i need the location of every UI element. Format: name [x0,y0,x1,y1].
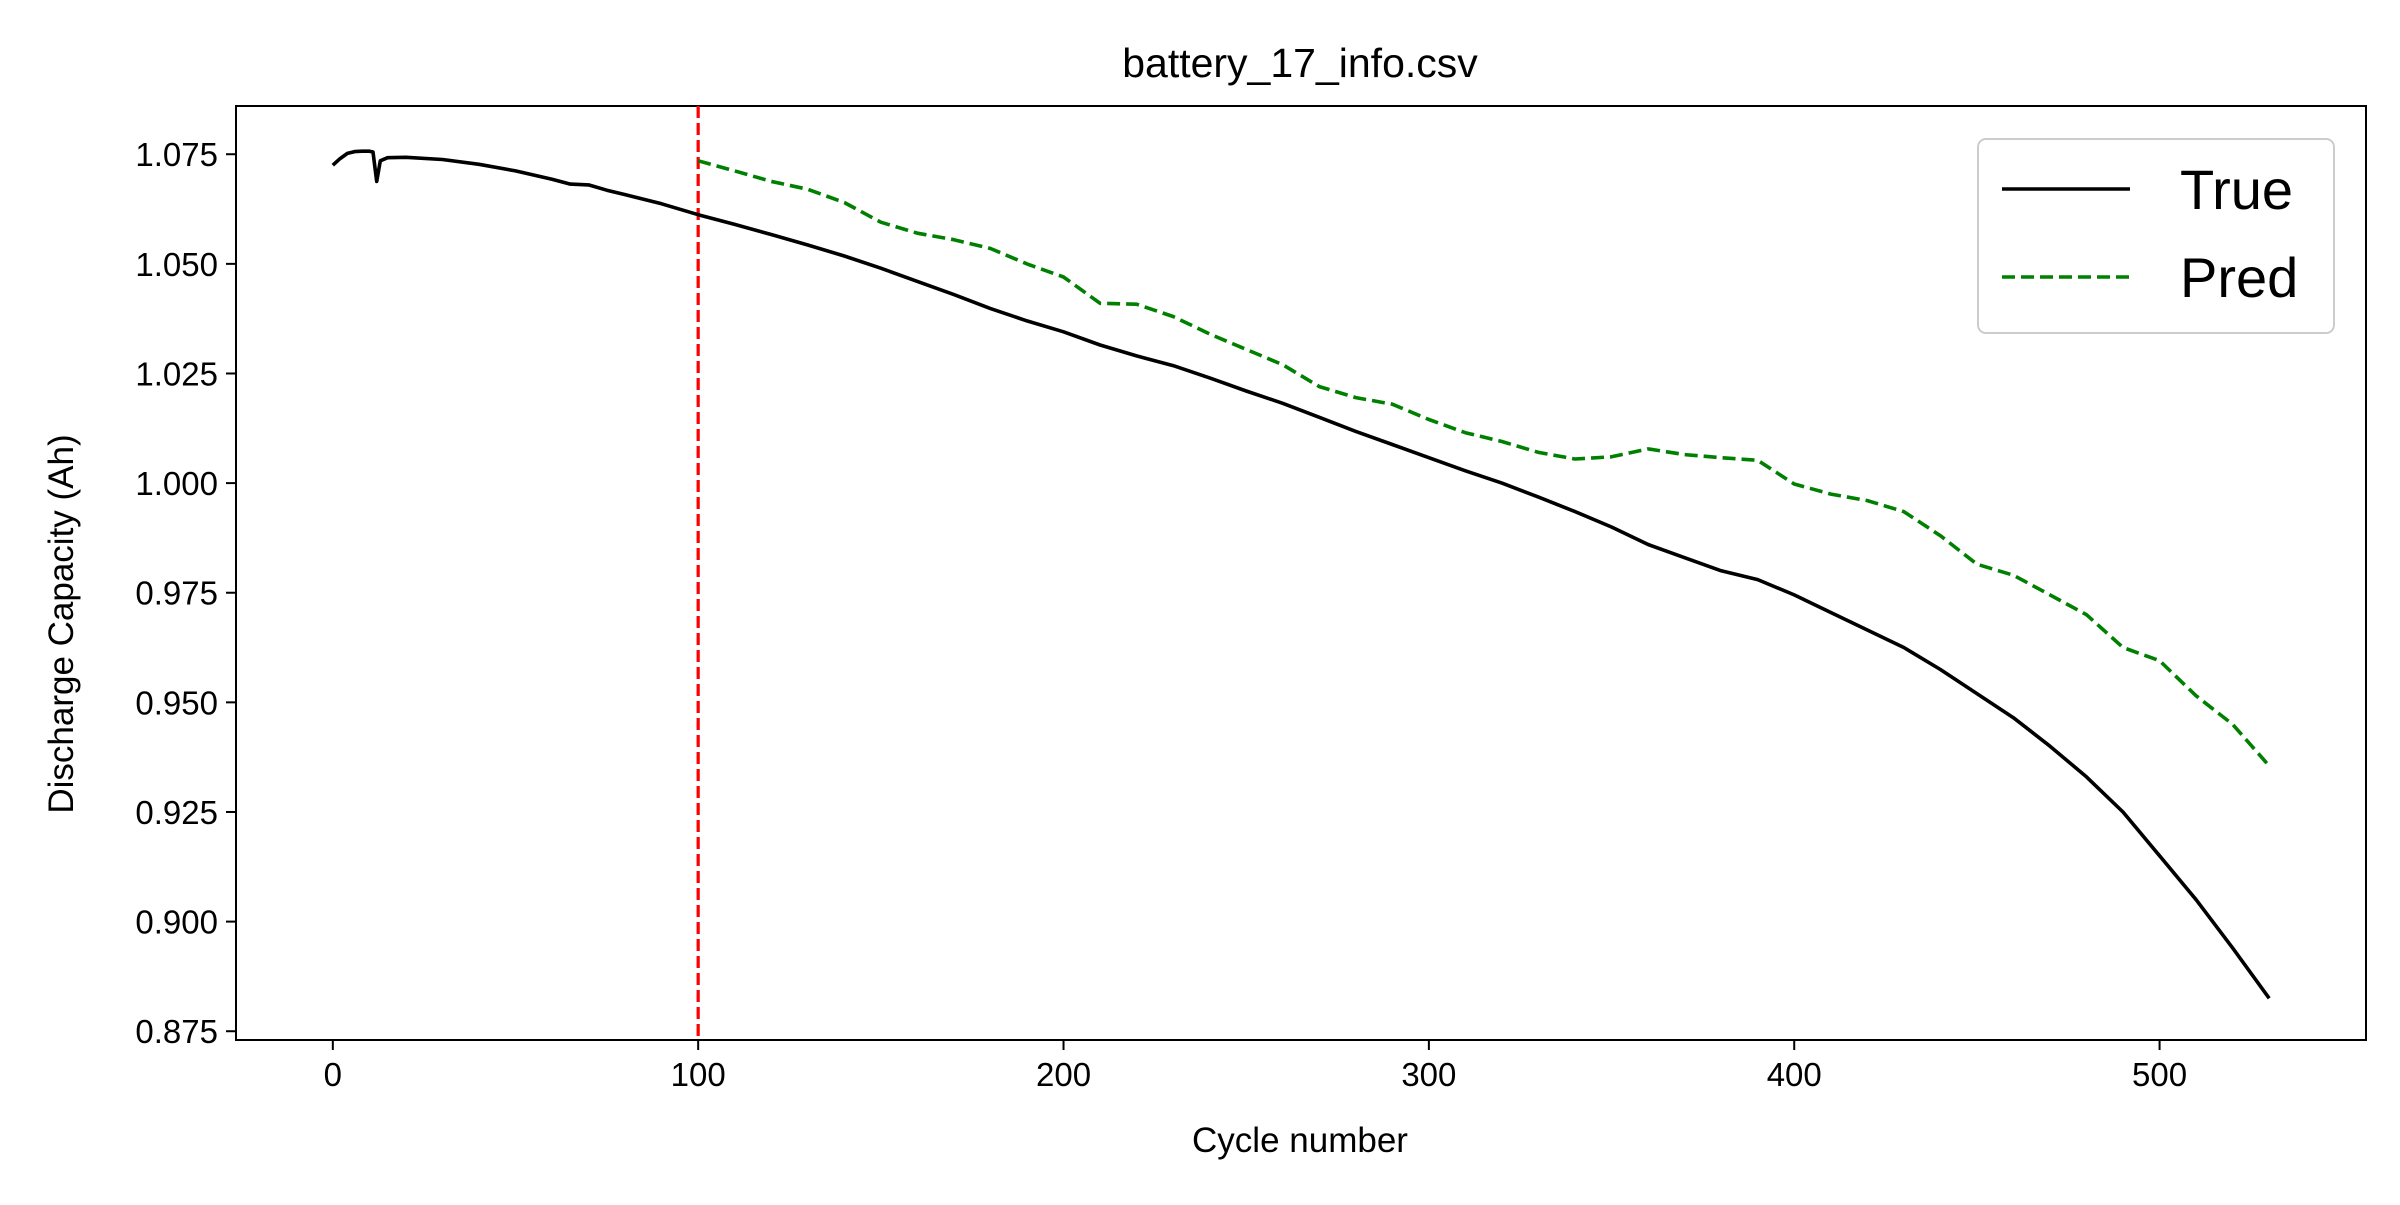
y-tick-label: 0.925 [135,794,218,831]
y-tick-label: 1.050 [135,246,218,283]
y-tick-label: 0.900 [135,904,218,941]
y-axis-label: Discharge Capacity (Ah) [42,434,81,813]
x-tick-label: 0 [324,1056,342,1093]
x-tick-label: 500 [2132,1056,2187,1093]
series-line-true [331,149,2271,1000]
plot-frame [235,105,2367,1041]
x-tick-label: 400 [1767,1056,1822,1093]
y-tick-label: 0.875 [135,1013,218,1050]
x-tick-label: 300 [1401,1056,1456,1093]
legend-label-pred: Pred [2180,246,2298,309]
y-tick-label: 0.950 [135,684,218,721]
x-tick-label: 200 [1036,1056,1091,1093]
legend: True Pred [1977,138,2335,334]
legend-label-true: True [2180,158,2293,221]
y-tick-label: 1.025 [135,355,218,392]
y-tick-label: 1.000 [135,465,218,502]
x-axis-label: Cycle number [1192,1121,1408,1160]
plot-area: 0 100 200 300 400 500 0.875 0.900 0.925 0.950 0.97… [135,105,2367,1093]
y-tick-label: 1.075 [135,136,218,173]
series-line-pred [697,159,2271,768]
chart-title: battery_17_info.csv [1122,40,1478,86]
x-tick-label: 100 [671,1056,726,1093]
y-tick-label: 0.975 [135,575,218,612]
